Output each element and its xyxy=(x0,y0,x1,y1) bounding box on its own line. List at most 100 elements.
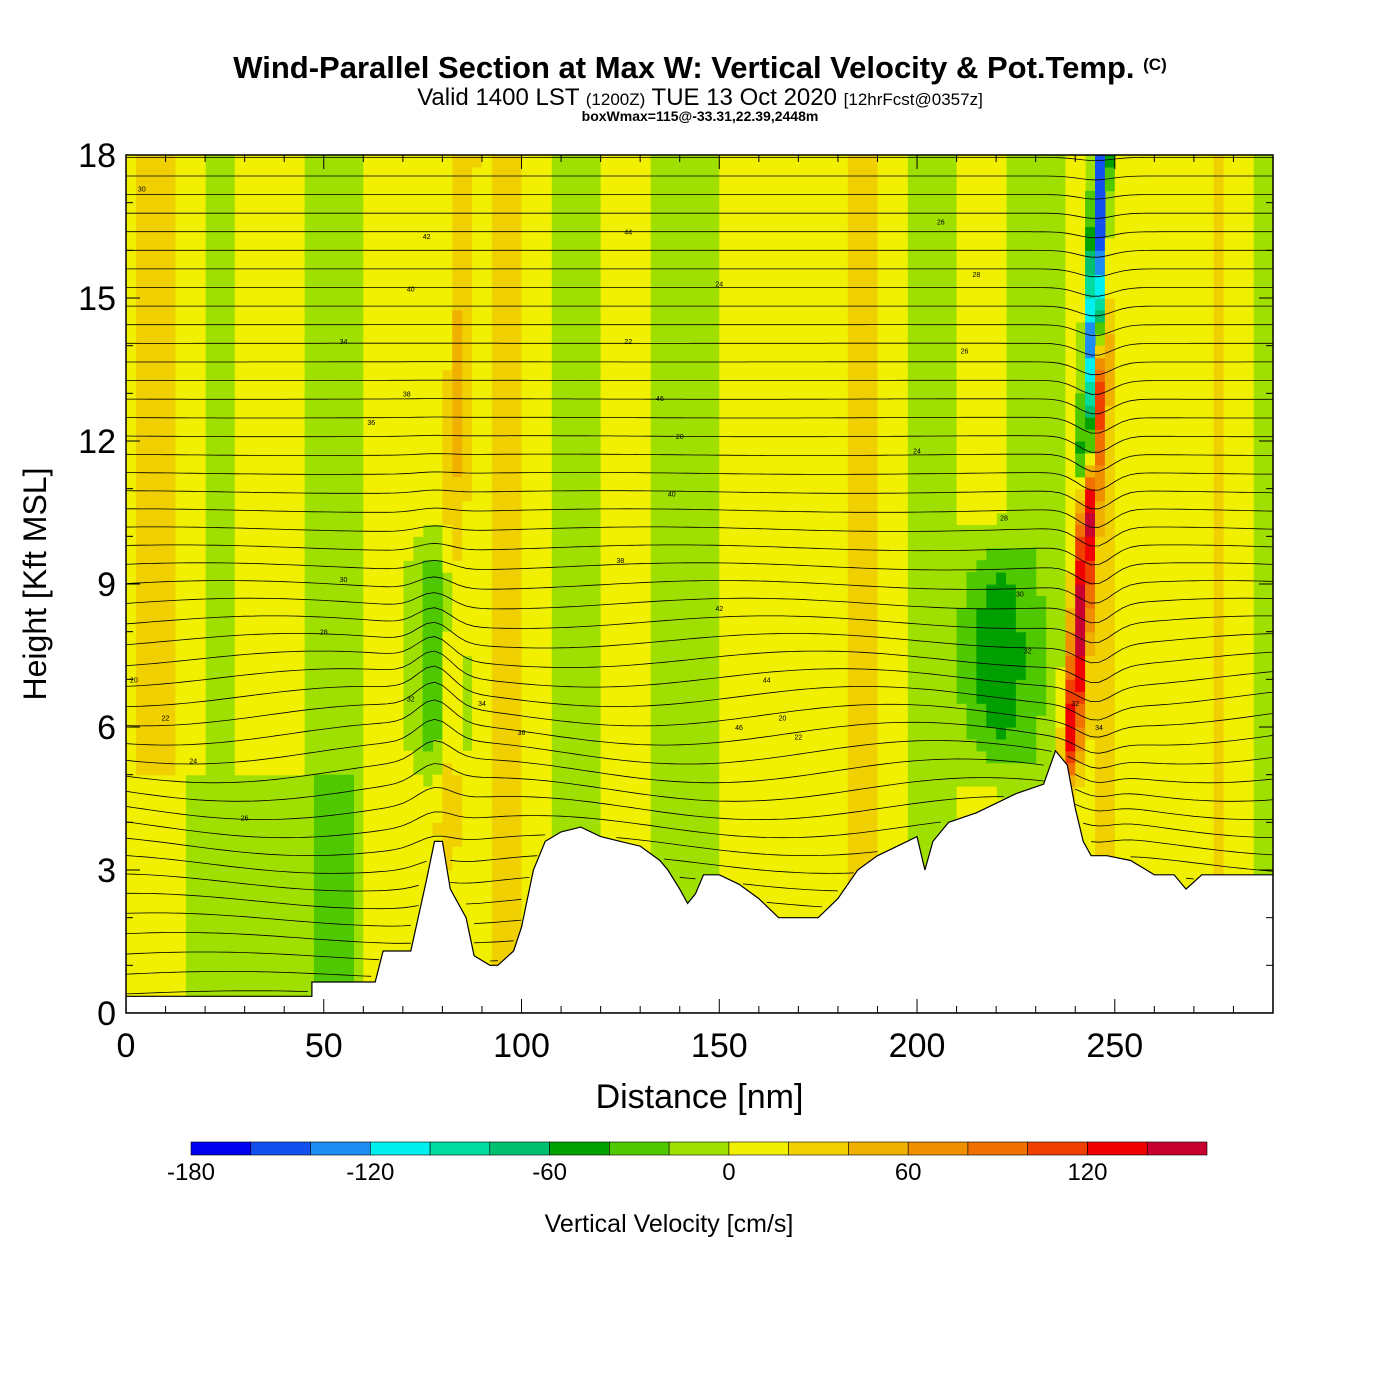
velocity-cell xyxy=(986,345,997,359)
velocity-cell xyxy=(541,309,552,323)
velocity-cell xyxy=(531,345,542,359)
velocity-cell xyxy=(482,166,493,180)
velocity-cell xyxy=(472,321,483,335)
velocity-cell xyxy=(462,381,473,394)
velocity-cell xyxy=(393,178,404,192)
velocity-cell xyxy=(887,715,898,728)
velocity-cell xyxy=(402,393,414,406)
velocity-cell xyxy=(640,715,651,728)
velocity-cell xyxy=(442,512,453,525)
velocity-cell xyxy=(877,703,888,716)
velocity-cell xyxy=(185,595,196,609)
velocity-cell xyxy=(986,417,997,430)
velocity-cell xyxy=(195,309,206,323)
velocity-cell xyxy=(1095,476,1106,490)
velocity-cell xyxy=(788,548,799,561)
velocity-cell xyxy=(986,691,997,704)
velocity-cell xyxy=(828,298,839,311)
velocity-cell xyxy=(264,476,275,490)
velocity-cell xyxy=(482,595,493,609)
velocity-cell xyxy=(412,798,424,811)
velocity-cell xyxy=(185,691,196,704)
velocity-cell xyxy=(402,226,414,239)
velocity-cell xyxy=(402,929,414,943)
velocity-cell xyxy=(373,762,384,776)
velocity-cell xyxy=(383,727,394,740)
velocity-cell xyxy=(363,619,374,633)
velocity-cell xyxy=(155,298,167,311)
velocity-cell xyxy=(600,452,612,466)
velocity-cell xyxy=(610,631,621,645)
velocity-cell xyxy=(798,703,809,716)
velocity-cell xyxy=(175,989,186,1002)
velocity-cell xyxy=(1095,166,1106,180)
velocity-cell xyxy=(758,500,770,514)
velocity-cell xyxy=(294,464,305,478)
velocity-cell xyxy=(837,333,849,347)
velocity-cell xyxy=(897,476,908,490)
velocity-cell xyxy=(452,452,463,466)
velocity-cell xyxy=(541,321,552,335)
velocity-cell xyxy=(175,619,186,633)
velocity-cell xyxy=(630,190,641,204)
velocity-cell xyxy=(837,321,849,335)
velocity-cell xyxy=(1134,500,1146,514)
velocity-cell xyxy=(887,190,898,204)
velocity-cell xyxy=(472,607,483,621)
velocity-cell xyxy=(729,309,740,323)
velocity-cell xyxy=(1134,321,1146,335)
velocity-cell xyxy=(1085,572,1096,585)
velocity-cell xyxy=(837,417,849,430)
velocity-cell xyxy=(600,631,612,645)
velocity-cell xyxy=(768,786,780,800)
velocity-cell xyxy=(472,917,483,931)
velocity-cell xyxy=(739,595,750,609)
velocity-cell xyxy=(798,464,809,478)
velocity-cell xyxy=(788,703,799,716)
velocity-cell xyxy=(126,572,137,585)
velocity-cell xyxy=(887,786,898,800)
velocity-cell xyxy=(472,703,483,716)
velocity-cell xyxy=(521,631,532,645)
velocity-cell xyxy=(818,309,829,323)
velocity-cell xyxy=(788,405,799,418)
velocity-cell xyxy=(452,381,463,394)
velocity-cell xyxy=(165,667,177,680)
velocity-cell xyxy=(195,286,206,299)
velocity-cell xyxy=(126,155,137,168)
velocity-cell xyxy=(996,441,1007,454)
velocity-cell xyxy=(383,321,394,335)
velocity-cell xyxy=(1085,393,1096,406)
velocity-cell xyxy=(966,286,977,299)
velocity-cell xyxy=(1075,762,1086,776)
velocity-cell xyxy=(412,512,424,525)
velocity-cell xyxy=(1025,679,1037,692)
velocity-cell xyxy=(294,488,305,502)
velocity-cell xyxy=(798,750,809,764)
velocity-cell xyxy=(145,298,157,311)
velocity-cell xyxy=(877,691,888,704)
velocity-cell xyxy=(264,512,275,525)
velocity-cell xyxy=(729,298,740,311)
velocity-cell xyxy=(729,357,740,371)
velocity-cell xyxy=(1065,262,1076,275)
velocity-cell xyxy=(373,643,384,657)
velocity-cell xyxy=(1006,691,1017,704)
velocity-cell xyxy=(442,655,453,668)
velocity-cell xyxy=(294,452,305,466)
velocity-cell xyxy=(294,226,305,239)
velocity-cell xyxy=(739,381,750,394)
velocity-cell xyxy=(442,643,453,657)
velocity-cell xyxy=(719,846,730,859)
velocity-cell xyxy=(363,202,374,216)
velocity-cell xyxy=(472,298,483,311)
velocity-cell xyxy=(857,584,869,597)
velocity-cell xyxy=(531,202,542,216)
velocity-cell xyxy=(491,846,503,859)
velocity-cell xyxy=(1134,214,1146,228)
velocity-cell xyxy=(491,727,503,740)
velocity-cell xyxy=(788,309,799,323)
velocity-cell xyxy=(976,715,987,728)
velocity-cell xyxy=(373,417,384,430)
velocity-cell xyxy=(313,917,325,931)
